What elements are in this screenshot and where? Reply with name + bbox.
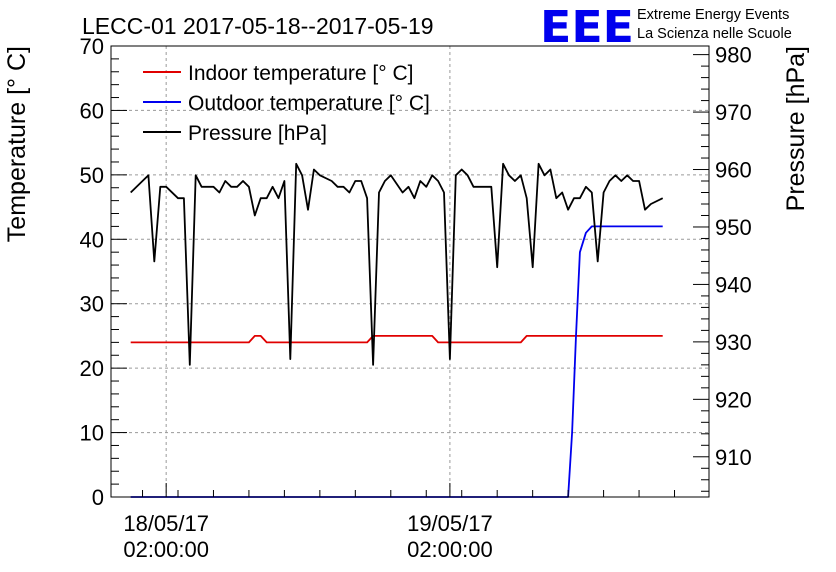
axes: 0 10 20 30 40 50 60 70 910 920 930 940 950 960 970 980 1… xyxy=(80,34,752,562)
series-group xyxy=(130,162,664,498)
y2-tick-label: 980 xyxy=(715,43,752,68)
legend-label-indoor: Indoor temperature [° C] xyxy=(188,62,414,85)
eee-logo: EEE Extreme Energy Events La Scienza nel… xyxy=(540,2,792,53)
series-outdoor-line xyxy=(130,225,663,498)
y-tick-label: 40 xyxy=(80,227,104,252)
y-tick-label: 50 xyxy=(80,163,104,188)
y-tick-label: 60 xyxy=(80,98,104,123)
series-pressure-line xyxy=(130,162,664,366)
x-tick-label-time: 02:00:00 xyxy=(407,537,493,562)
eee-logo-line1: Extreme Energy Events xyxy=(637,7,789,23)
legend-label-pressure: Pressure [hPa] xyxy=(188,122,327,145)
y2-tick-label: 920 xyxy=(715,387,752,412)
x-tick-label-date: 18/05/17 xyxy=(123,511,209,536)
eee-logo-mark: EEE xyxy=(540,2,634,53)
plot-frame xyxy=(110,45,710,498)
x-tick-label-date: 19/05/17 xyxy=(407,511,493,536)
y2-tick-label: 930 xyxy=(715,330,752,355)
chart-title: LECC-01 2017-05-18--2017-05-19 xyxy=(82,13,434,39)
y-tick-label: 10 xyxy=(80,421,104,446)
y-tick-label: 20 xyxy=(80,356,104,381)
y2-tick-label: 940 xyxy=(715,272,752,297)
y2-tick-label: 960 xyxy=(715,158,752,183)
y-axis-label: Temperature [° C] xyxy=(3,46,31,242)
y-tick-label: 70 xyxy=(80,34,104,59)
y-tick-label: 0 xyxy=(92,485,104,510)
y-tick-label: 30 xyxy=(80,292,104,317)
series-indoor-line xyxy=(130,334,663,344)
eee-logo-line2: La Scienza nelle Scuole xyxy=(637,26,792,42)
y2-tick-label: 950 xyxy=(715,215,752,240)
grid xyxy=(111,46,709,497)
y2-tick-label: 910 xyxy=(715,445,752,470)
legend: Indoor temperature [° C] Outdoor tempera… xyxy=(143,62,430,145)
x-tick-label-time: 02:00:00 xyxy=(123,537,209,562)
legend-label-outdoor: Outdoor temperature [° C] xyxy=(188,92,430,115)
y2-tick-label: 970 xyxy=(715,100,752,125)
y2-axis-label: Pressure [hPa] xyxy=(782,46,810,211)
